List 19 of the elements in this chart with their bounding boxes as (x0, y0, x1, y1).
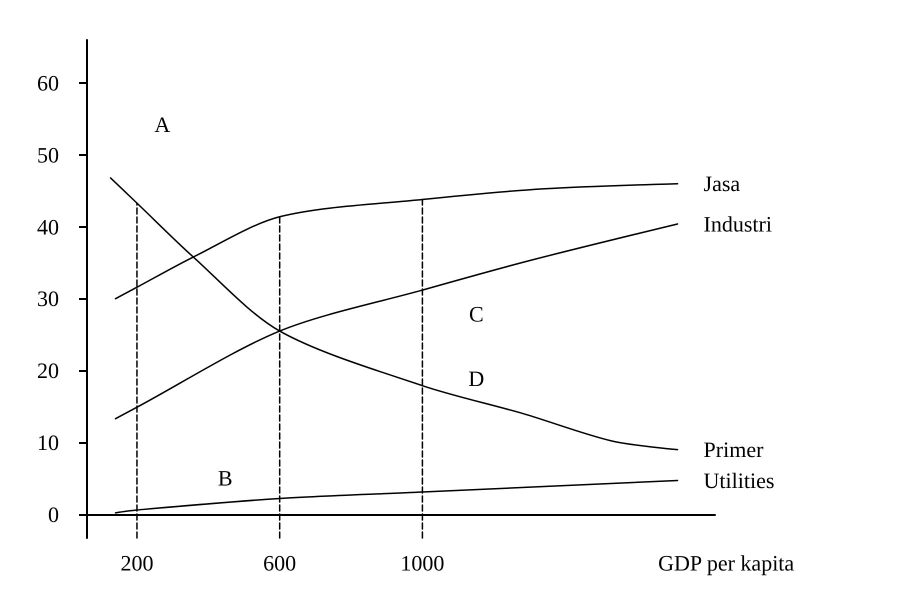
y-tick-label: 20 (37, 358, 59, 384)
x-tick-label: 1000 (400, 550, 444, 576)
y-tick-label: 50 (37, 142, 59, 168)
series-label: Industri (704, 211, 772, 236)
y-tick-label: 0 (48, 502, 59, 527)
series-label: Primer (704, 437, 764, 462)
x-tick-label: 200 (120, 550, 154, 576)
series-label: Utilities (704, 468, 774, 494)
y-tick-label: 10 (37, 430, 59, 455)
series-label: Jasa (704, 171, 740, 196)
annotation: B (218, 466, 233, 491)
y-tick-label: 60 (37, 70, 59, 96)
x-tick-label: 600 (263, 550, 296, 576)
y-tick-label: 30 (37, 286, 59, 312)
y-tick-label: 40 (37, 214, 59, 240)
annotation: C (469, 301, 484, 326)
x-axis-title: GDP per kapita (658, 550, 794, 576)
annotation: A (154, 112, 170, 138)
annotation: D (468, 366, 484, 392)
